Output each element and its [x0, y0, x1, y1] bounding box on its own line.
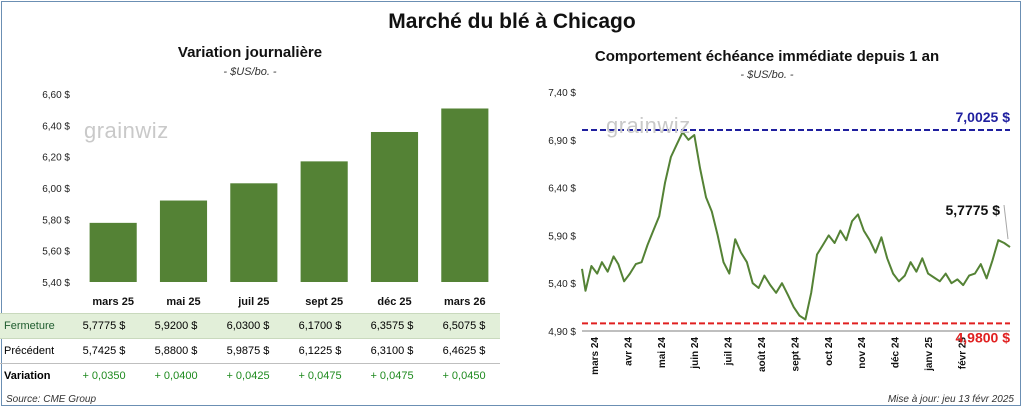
table-cell: 5,9200 $ [140, 313, 212, 339]
x-tick-label: juin 24 [690, 337, 701, 370]
x-tick-label: mars 25 [92, 296, 134, 308]
x-tick-label: oct 24 [824, 337, 835, 366]
y-tick-label: 6,40 $ [42, 121, 70, 132]
table-cell: + 0,0400 [154, 370, 198, 382]
table-cell: 6,3575 $ [356, 313, 428, 339]
page-title: Marché du blé à Chicago [388, 10, 636, 33]
x-tick-label: févr 25 [957, 337, 968, 370]
x-tick-label: mars 26 [444, 296, 486, 308]
table-cell: + 0,0475 [370, 370, 414, 382]
table-cell: 5,9875 $ [212, 338, 284, 364]
table-cell: 6,3100 $ [356, 338, 428, 364]
y-tick-label: 6,90 $ [548, 136, 576, 147]
price-table: Fermeture 5,7775 $ 5,9200 $ 6,0300 $ 6,1… [0, 313, 500, 388]
table-cell: + 0,0425 [226, 370, 270, 382]
grainwiz-logo: grainwiz [84, 118, 169, 143]
y-tick-label: 7,40 $ [548, 88, 576, 99]
source-note: Source: CME Group [6, 394, 97, 405]
table-cell: 6,0300 $ [212, 313, 284, 339]
line-chart: 4,90 $ 5,40 $ 5,90 $ 6,40 $ 6,90 $ 7,40 $ mars… [548, 88, 1011, 375]
x-tick-label: mai 24 [657, 337, 668, 369]
high-reference-label: 7,0025 $ [956, 109, 1011, 125]
low-reference-label: 4,9800 $ [956, 329, 1011, 345]
table-cell: + 0,0450 [442, 370, 486, 382]
row-label: Précédent [0, 338, 68, 364]
table-row-close: Fermeture 5,7775 $ 5,9200 $ 6,0300 $ 6,1… [0, 313, 500, 339]
table-row-variation: Variation + 0,0350 + 0,0400 + 0,0425 + 0… [0, 364, 500, 389]
price-line [581, 131, 1011, 321]
y-tick-label: 5,40 $ [42, 278, 70, 289]
x-tick-label: déc 25 [377, 296, 411, 308]
y-tick-label: 6,20 $ [42, 153, 70, 164]
y-tick-label: 5,40 $ [548, 279, 576, 290]
bar [159, 200, 208, 282]
x-tick-label: déc 24 [891, 337, 902, 369]
last-value-label: 5,7775 $ [946, 202, 1001, 218]
table-cell: 5,8800 $ [140, 338, 212, 364]
x-tick-label: avr 24 [623, 337, 634, 366]
x-tick-label: juil 25 [237, 296, 269, 308]
x-tick-label: janv 25 [924, 337, 935, 372]
x-tick-label: août 24 [757, 337, 768, 372]
update-note: Mise à jour: jeu 13 févr 2025 [887, 394, 1014, 405]
table-cell: 5,7775 $ [68, 313, 140, 339]
bar [370, 131, 419, 282]
table-cell: 6,5075 $ [428, 313, 500, 339]
bar [89, 222, 137, 282]
table-cell: 5,7425 $ [68, 338, 140, 364]
last-value-leader [1003, 204, 1009, 240]
table-cell: 6,1225 $ [284, 338, 356, 364]
bar-chart: 5,40 $ 5,60 $ 5,80 $ 6,00 $ 6,20 $ 6,40 $ 6,60… [42, 90, 489, 308]
table-cell: 6,4625 $ [428, 338, 500, 364]
bar [441, 108, 489, 282]
y-tick-label: 6,60 $ [42, 90, 70, 101]
bar-chart-unit: - $US/bo. - [223, 66, 277, 78]
y-tick-label: 6,00 $ [42, 184, 70, 195]
y-tick-label: 5,80 $ [42, 215, 70, 226]
y-tick-label: 4,90 $ [548, 327, 576, 338]
table-cell: + 0,0350 [82, 370, 126, 382]
x-tick-label: sept 25 [305, 296, 343, 308]
line-chart-title: Comportement échéance immédiate depuis 1… [594, 48, 940, 65]
x-tick-label: nov 24 [857, 337, 868, 369]
x-tick-label: juil 24 [724, 337, 735, 367]
y-tick-label: 6,40 $ [548, 184, 576, 195]
line-chart-unit: - $US/bo. - [740, 69, 794, 81]
grainwiz-logo-2: grainwiz [606, 113, 691, 138]
row-label: Variation [4, 370, 51, 382]
x-tick-label: sept 24 [790, 337, 801, 372]
bar [230, 183, 278, 282]
bar [300, 161, 348, 282]
table-cell: + 0,0475 [298, 370, 342, 382]
table-cell: 6,1700 $ [284, 313, 356, 339]
table-row-previous: Précédent 5,7425 $ 5,8800 $ 5,9875 $ 6,1… [0, 338, 500, 364]
x-tick-label: mars 24 [590, 337, 601, 375]
y-tick-label: 5,60 $ [42, 247, 70, 258]
y-tick-label: 5,90 $ [548, 231, 576, 242]
x-tick-label: mai 25 [166, 296, 200, 308]
bar-chart-title: Variation journalière [177, 44, 323, 61]
row-label: Fermeture [0, 313, 68, 339]
